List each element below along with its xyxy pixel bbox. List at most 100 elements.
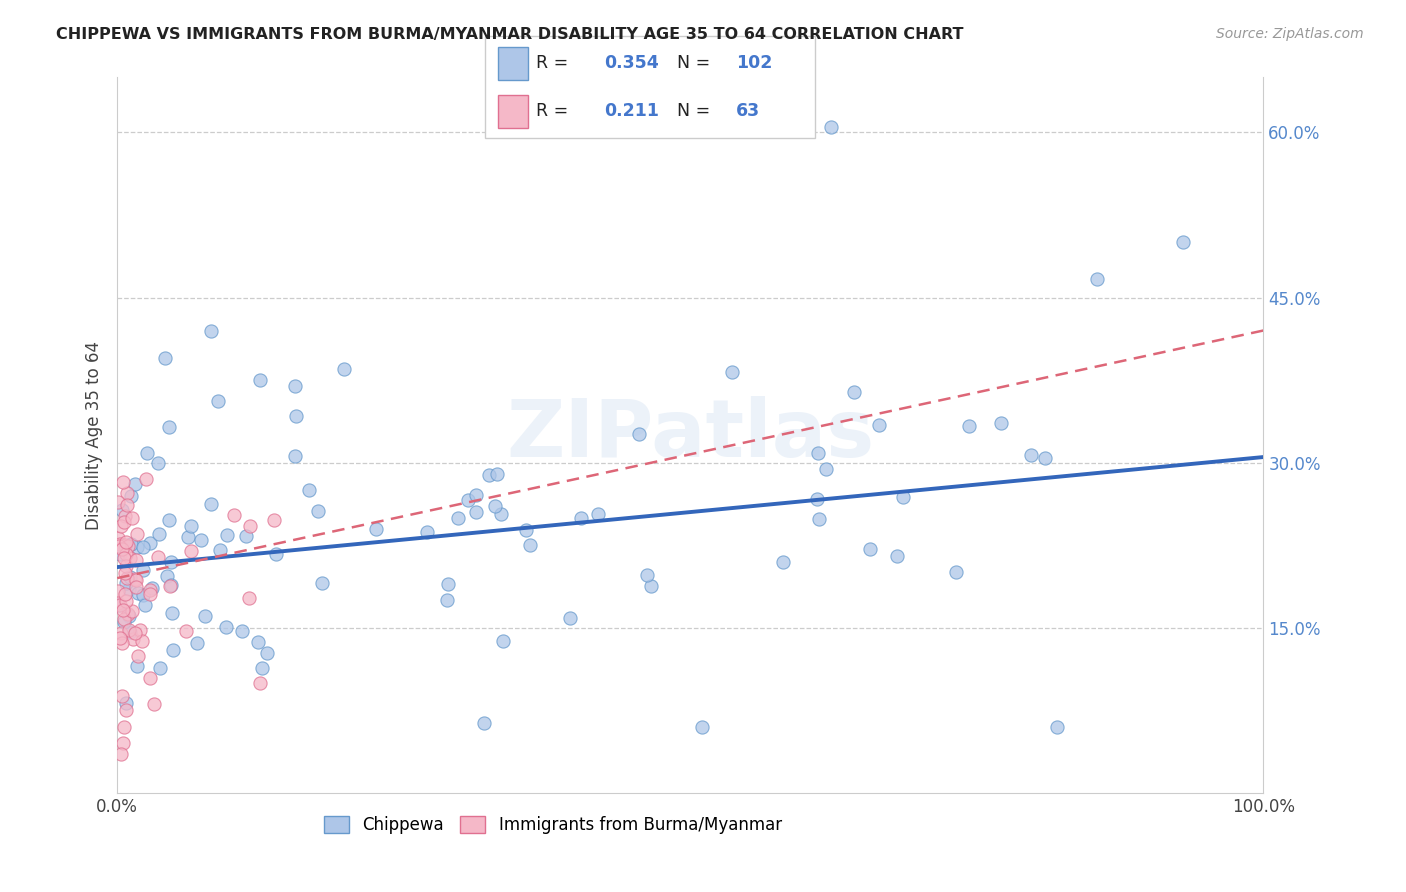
Point xyxy=(200,324,222,338)
Point xyxy=(120,537,142,551)
Point xyxy=(125,540,148,554)
Point xyxy=(108,547,131,561)
Bar xyxy=(498,47,529,79)
Point xyxy=(131,540,153,554)
Point xyxy=(114,576,136,591)
Point xyxy=(284,378,307,392)
Point xyxy=(115,697,138,711)
Point xyxy=(558,611,581,625)
Point xyxy=(720,366,742,380)
Text: N =: N = xyxy=(676,102,710,120)
Point xyxy=(285,409,308,424)
Point xyxy=(125,580,148,594)
Point xyxy=(160,578,183,592)
Point xyxy=(132,588,155,602)
Point xyxy=(215,620,238,634)
Point xyxy=(110,518,132,533)
Point xyxy=(132,563,155,577)
Point xyxy=(640,578,662,592)
Point xyxy=(264,547,287,561)
Point xyxy=(990,416,1012,430)
Point xyxy=(235,529,257,543)
Point xyxy=(117,498,139,512)
Point xyxy=(108,540,131,554)
Text: ZIPatlas: ZIPatlas xyxy=(506,396,875,474)
Point xyxy=(114,566,136,581)
Point xyxy=(174,624,197,638)
Point xyxy=(114,534,136,549)
Point xyxy=(472,716,495,731)
Point xyxy=(231,624,253,638)
Point xyxy=(162,643,184,657)
Point xyxy=(1019,448,1042,462)
Point xyxy=(107,596,129,610)
Point xyxy=(124,625,146,640)
Point xyxy=(112,612,135,626)
Point xyxy=(138,536,160,550)
Point xyxy=(111,503,134,517)
Point xyxy=(112,475,135,489)
Point xyxy=(141,581,163,595)
Point xyxy=(155,351,177,365)
Point xyxy=(298,483,321,498)
Point xyxy=(772,555,794,569)
Point xyxy=(156,569,179,583)
Point xyxy=(200,497,222,511)
Point xyxy=(107,598,129,612)
Point xyxy=(117,539,139,553)
Point xyxy=(107,583,129,598)
Point xyxy=(868,417,890,432)
Point xyxy=(263,513,285,527)
Point xyxy=(114,538,136,552)
Point xyxy=(436,593,458,607)
Point xyxy=(118,624,141,638)
Point xyxy=(180,544,202,558)
Point xyxy=(820,120,842,134)
Point xyxy=(333,362,356,376)
Bar xyxy=(498,95,529,128)
Point xyxy=(157,513,180,527)
Point xyxy=(515,523,537,537)
Point xyxy=(139,582,162,597)
Point xyxy=(143,697,166,711)
Point xyxy=(160,555,183,569)
Point xyxy=(120,490,142,504)
Point xyxy=(886,549,908,563)
Point xyxy=(690,720,713,734)
Point xyxy=(121,510,143,524)
Text: 102: 102 xyxy=(737,54,772,72)
Point xyxy=(478,468,501,483)
Point xyxy=(115,547,138,561)
Point xyxy=(112,551,135,566)
Point xyxy=(416,525,439,540)
Point xyxy=(115,559,138,574)
Point xyxy=(118,582,141,597)
Point xyxy=(139,587,162,601)
Point xyxy=(806,491,828,506)
Point xyxy=(844,385,866,400)
Legend: Chippewa, Immigrants from Burma/Myanmar: Chippewa, Immigrants from Burma/Myanmar xyxy=(323,816,782,834)
Point xyxy=(249,675,271,690)
Point xyxy=(1046,720,1069,734)
Point xyxy=(149,661,172,675)
Text: N =: N = xyxy=(676,54,710,72)
Point xyxy=(114,508,136,523)
Point xyxy=(157,420,180,434)
Point xyxy=(256,646,278,660)
Point xyxy=(110,626,132,640)
Point xyxy=(808,511,831,525)
Point xyxy=(446,510,468,524)
Point xyxy=(111,635,134,649)
Point xyxy=(284,450,307,464)
Point xyxy=(859,541,882,556)
Point xyxy=(114,587,136,601)
Point xyxy=(222,508,245,523)
Point xyxy=(110,598,132,612)
Point xyxy=(125,553,148,567)
Point xyxy=(112,515,135,529)
Point xyxy=(131,634,153,648)
Point xyxy=(134,598,156,612)
Point xyxy=(107,531,129,545)
Point xyxy=(112,720,135,734)
Point xyxy=(628,427,651,442)
